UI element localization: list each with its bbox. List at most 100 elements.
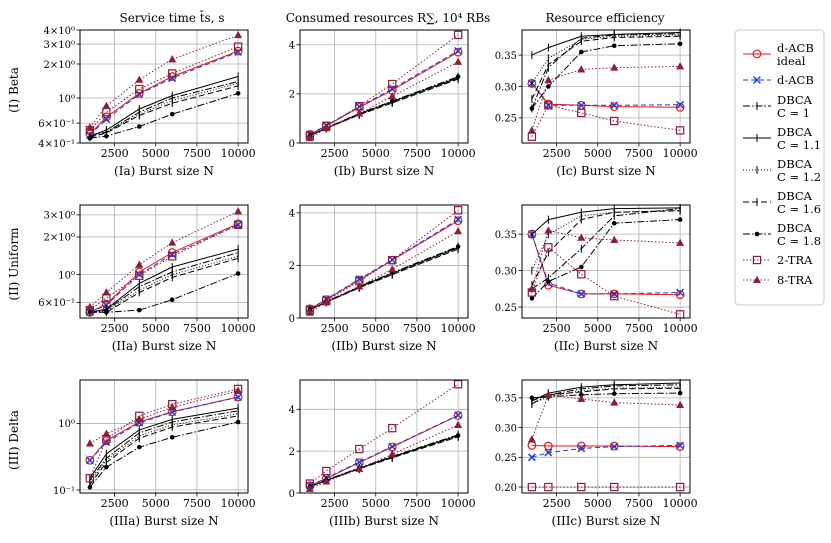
x-tick-label: 2500 [321,497,349,510]
data-point-tra8 [135,260,144,268]
series-line-dbca1 [89,252,239,313]
series-line-dbca16 [89,415,239,485]
data-point-dacb [234,220,243,229]
data-point-dacb_ideal [233,46,243,56]
y-tick-label: 2 [289,447,295,458]
y-tick-label: 0.35 [495,394,517,405]
x-tick-label: 5000 [362,497,390,510]
data-point-tra2 [388,79,397,89]
legend-entry-tra8: 8-TRA [743,273,813,287]
data-point-dbca18 [87,484,93,490]
y-tick-label: 10⁰ [58,419,75,430]
data-point-tra8 [234,30,243,39]
legend-entry-tra2: 2-TRA [743,253,813,267]
x-tick-label: 2500 [321,322,349,335]
legend-label-dbca16: DBCA [777,189,813,203]
data-point-dacb [454,46,463,55]
data-point-tra8 [322,477,331,485]
y-tick-label: 2 [289,261,295,272]
data-point-dacb_ideal [576,441,586,451]
data-point-dacb [85,456,94,465]
data-point-tra2 [453,30,463,40]
data-point-dacb [676,288,685,297]
data-point-tra8 [135,75,144,83]
data-point-dbca18 [546,279,551,284]
data-point-tra2 [577,108,586,118]
data-point-dbca18 [169,434,175,440]
series-line-tra8 [309,61,459,139]
legend-label-dbca18: DBCA [777,221,813,235]
legend-label-tra2: 2-TRA [777,253,813,267]
series-line-tra8 [531,229,681,289]
data-point-dacb [676,441,685,450]
panel-IIIb: 2500 5000 7500 10000 0 2 4 (IIIb) Burst size N [289,379,476,528]
data-point-dbca18 [104,464,109,470]
data-point-tra2 [577,482,586,492]
data-point-tra2 [135,271,144,280]
series-line-tra2 [89,388,239,479]
x-axis-label: (Ia) Burst size N [114,164,214,178]
data-point-dbca18 [529,106,535,111]
data-point-tra8 [102,101,111,110]
data-point-tra8 [544,75,553,84]
series-line-dacb [531,234,681,295]
panel-IIb: 2500 5000 7500 10000 0 2 4 (IIb) Burst size N [289,204,476,353]
data-point-dacb_ideal [609,102,619,111]
data-point-dacb [544,448,553,457]
x-axis-label: (IIc) Burst size N [554,339,658,353]
data-point-tra2 [610,482,619,492]
data-point-dbca18 [529,395,535,401]
series-line-dbca11 [309,435,459,488]
data-point-dacb_ideal [675,102,685,112]
row-label-delta: (III) Delta [7,410,21,470]
series-line-dbca11 [531,207,681,235]
x-tick-label: 10000 [221,322,256,335]
series-line-dbca12 [89,255,239,313]
series-line-dacb_ideal [531,234,681,296]
column-titles: Service time t̄s, s Consumed resources R… [119,9,664,25]
x-tick-label: 5000 [584,147,612,160]
series-line-dbca1 [89,410,239,481]
data-point-dacb [610,290,619,298]
series-line-tra2 [309,34,459,137]
data-point-tra8 [322,123,331,132]
data-point-tra2 [355,444,364,454]
data-point-dacb [135,90,144,99]
panels: 2500 5000 7500 10000 4×10⁻¹ 6×10⁻¹ 10⁰ 2×10⁰ 3×1… [38,26,697,528]
legend-marker-dacb_ideal [752,49,762,59]
series-line-tra2 [89,224,239,311]
data-point-tra8 [454,420,463,428]
axes-frame [521,379,691,494]
x-tick-label: 7500 [625,147,653,160]
row-label-uniform: (II) Uniform [7,227,21,301]
x-axis-label: (IIa) Burst size N [112,339,217,353]
y-tick-label: 10⁰ [58,270,75,281]
data-point-dbca18 [235,419,241,425]
y-tick-label: 0.20 [495,483,517,494]
data-point-dbca18 [611,391,617,396]
data-point-dbca18 [529,296,535,301]
y-tick-label: 0.35 [495,230,517,241]
x-tick-label: 5000 [362,322,390,335]
data-point-tra2 [544,482,553,492]
data-point-tra8 [234,386,243,394]
data-point-tra8 [676,238,685,246]
data-point-tra2 [233,42,243,51]
x-tick-label: 10000 [663,147,698,160]
data-point-tra2 [453,379,463,389]
series-line-dbca18 [531,392,681,399]
series-line-dbca11 [309,247,459,311]
data-point-tra8 [527,284,536,292]
y-tick-label: 3×10⁰ [44,40,75,51]
data-point-tra8 [454,57,463,65]
y-tick-label: 0.25 [495,453,517,464]
series-line-tra2 [309,383,459,484]
series-line-dbca1 [89,81,239,137]
series-line-dbca16 [309,436,459,488]
data-point-dacb [577,444,586,453]
data-point-tra8 [388,449,397,458]
data-point-tra2 [527,482,537,492]
